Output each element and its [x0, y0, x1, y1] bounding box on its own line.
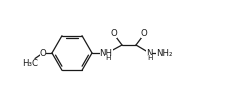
Text: NH: NH — [100, 48, 112, 57]
Text: O: O — [141, 28, 147, 37]
Text: H: H — [105, 55, 110, 61]
Text: NH₂: NH₂ — [156, 48, 172, 57]
Text: O: O — [40, 48, 46, 57]
Text: N: N — [146, 48, 152, 57]
Text: O: O — [111, 28, 117, 37]
Text: H₃C: H₃C — [22, 59, 38, 68]
Text: H: H — [148, 55, 153, 61]
